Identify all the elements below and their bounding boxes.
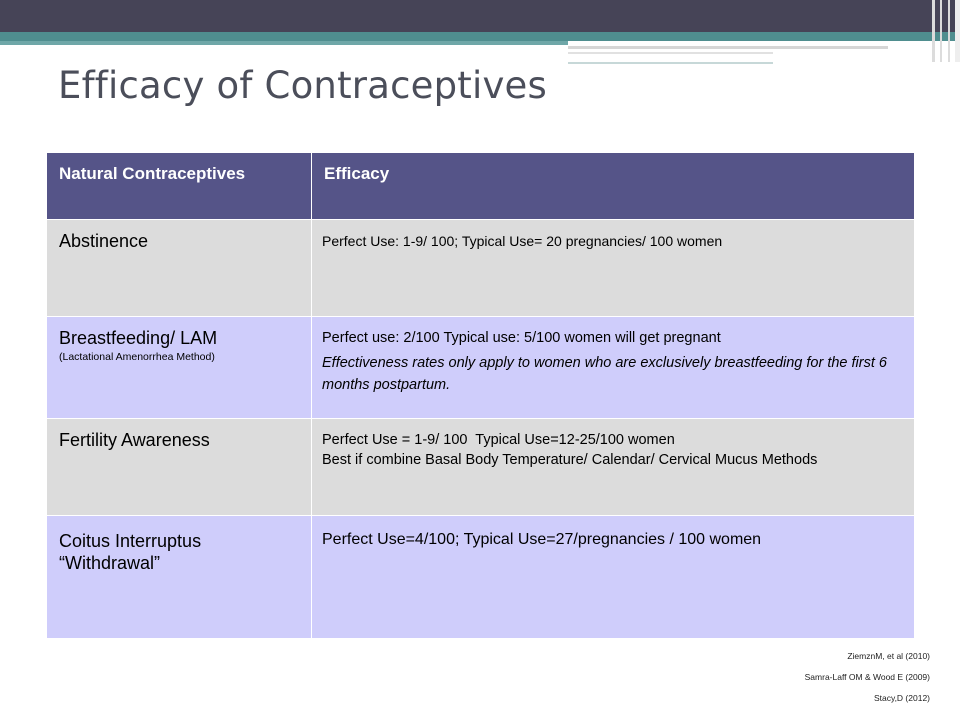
top-banner-bar	[0, 0, 960, 32]
efficacy-text: Perfect Use=4/100; Typical Use=27/pregna…	[322, 531, 762, 548]
decorative-rule	[568, 46, 888, 49]
table-row: Fertility Awareness Perfect Use = 1-9/ 1…	[46, 418, 915, 516]
method-cell: Breastfeeding/ LAM (Lactational Amenorrh…	[46, 316, 312, 419]
table-row: Coitus Interruptus “Withdrawal” Perfect …	[46, 515, 915, 639]
method-cell: Abstinence	[46, 219, 312, 317]
column-header-efficacy: Efficacy	[311, 152, 915, 220]
method-subtitle: (Lactational Amenorrhea Method)	[59, 351, 215, 363]
efficacy-cell: Perfect Use: 1-9/ 100; Typical Use= 20 p…	[311, 219, 915, 317]
column-header-method: Natural Contraceptives	[46, 152, 312, 220]
method-name: Coitus Interruptus	[59, 531, 202, 551]
efficacy-cell: Perfect Use = 1-9/ 100 Typical Use=12-25…	[311, 418, 915, 516]
method-cell: Fertility Awareness	[46, 418, 312, 516]
decorative-edge-line	[940, 0, 942, 62]
slide-title: Efficacy of Contraceptives	[58, 64, 547, 107]
efficacy-table: Natural Contraceptives Efficacy Abstinen…	[46, 152, 915, 639]
decorative-edge-line	[948, 0, 950, 62]
decorative-edge-line	[932, 0, 935, 62]
decorative-rule	[568, 52, 773, 54]
efficacy-text: Perfect Use = 1-9/ 100 Typical Use=12-25…	[322, 432, 675, 448]
method-name: Abstinence	[59, 231, 149, 251]
teal-accent-bar	[0, 32, 960, 41]
efficacy-text: Perfect Use: 1-9/ 100; Typical Use= 20 p…	[322, 233, 723, 249]
citation: Samra-Laff OM & Wood E (2009)	[804, 672, 930, 682]
method-name-line2: “Withdrawal”	[59, 553, 161, 573]
method-name: Breastfeeding/ LAM	[59, 328, 218, 348]
table-header-row: Natural Contraceptives Efficacy	[46, 152, 915, 220]
efficacy-cell: Perfect use: 2/100 Typical use: 5/100 wo…	[311, 316, 915, 419]
method-name: Fertility Awareness	[59, 430, 210, 450]
method-cell: Coitus Interruptus “Withdrawal”	[46, 515, 312, 639]
table-row: Abstinence Perfect Use: 1-9/ 100; Typica…	[46, 219, 915, 317]
efficacy-text: Best if combine Basal Body Temperature/ …	[322, 452, 818, 468]
table-row: Breastfeeding/ LAM (Lactational Amenorrh…	[46, 316, 915, 419]
efficacy-text: Perfect use: 2/100 Typical use: 5/100 wo…	[322, 330, 721, 346]
decorative-edge-line	[955, 0, 960, 62]
decorative-rule	[568, 62, 773, 64]
citation: Stacy,D (2012)	[873, 693, 930, 703]
efficacy-note: Effectiveness rates only apply to women …	[322, 355, 887, 393]
efficacy-cell: Perfect Use=4/100; Typical Use=27/pregna…	[311, 515, 915, 639]
citation: ZiemznM, et al (2010)	[847, 651, 930, 661]
teal-accent-stripe	[0, 41, 568, 45]
